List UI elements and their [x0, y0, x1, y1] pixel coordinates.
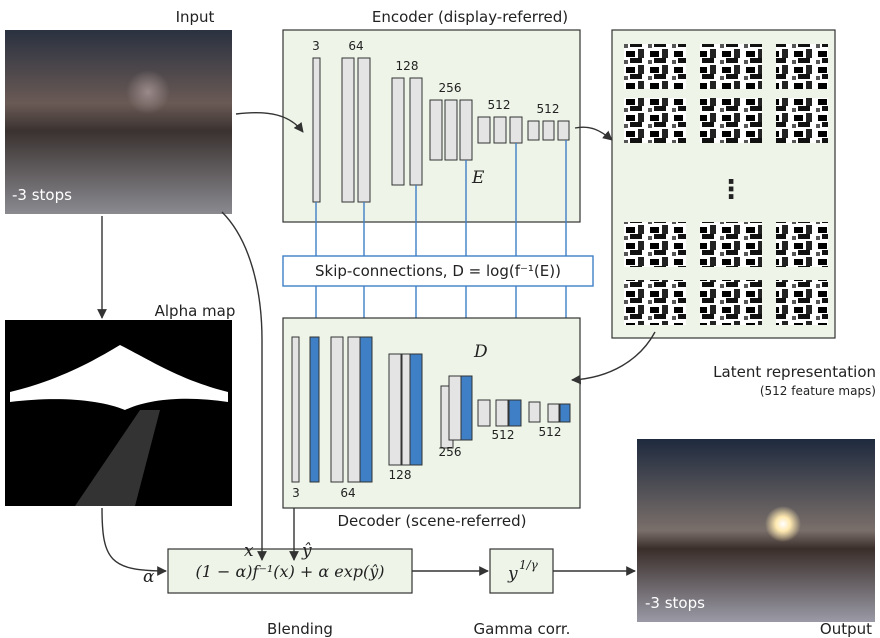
gamma-base: y: [507, 564, 518, 584]
decoder-title: Decoder (scene-referred): [337, 512, 526, 530]
dec-channel: 512: [492, 428, 515, 442]
enc-channel: 128: [396, 59, 419, 73]
dec-channel: 256: [439, 445, 462, 459]
diagram: Input -3 stops Encoder (display-referred…: [0, 0, 880, 638]
dec-channel: 64: [340, 486, 355, 500]
blend-input-yhat: ŷ: [301, 541, 312, 561]
blending-title: Blending: [267, 620, 333, 638]
gamma-exponent: 1/γ: [519, 558, 539, 572]
dec-channel: 512: [539, 425, 562, 439]
enc-channel: 512: [537, 102, 560, 116]
enc-channel: 64: [348, 39, 363, 53]
latent-title: Latent representation: [713, 363, 876, 381]
encoder-symbol: E: [471, 168, 485, 188]
input-title: Input: [176, 8, 215, 26]
output-title: Output: [820, 620, 872, 638]
dec-channel: 128: [389, 468, 412, 482]
gamma-title: Gamma corr.: [474, 620, 571, 638]
alpha-title: Alpha map: [155, 302, 236, 320]
latent-subtitle: (512 feature maps): [760, 384, 876, 398]
decoder-symbol: D: [473, 342, 488, 362]
encoder-title: Encoder (display-referred): [372, 8, 568, 26]
alpha-map-image: [5, 320, 232, 506]
enc-channel: 512: [488, 98, 511, 112]
dec-channel: 3: [292, 486, 300, 500]
blending-formula: (1 − α)f⁻¹(x) + α exp(ŷ): [195, 562, 384, 581]
input-note: -3 stops: [12, 186, 72, 204]
enc-channel: 256: [439, 81, 462, 95]
blend-input-x: x: [244, 541, 254, 561]
enc-channel: 3: [312, 39, 320, 53]
latent-ellipsis: ⋮: [718, 175, 744, 205]
skip-label: Skip-connections, D = log(f⁻¹(E)): [315, 262, 561, 280]
output-note: -3 stops: [645, 594, 705, 612]
